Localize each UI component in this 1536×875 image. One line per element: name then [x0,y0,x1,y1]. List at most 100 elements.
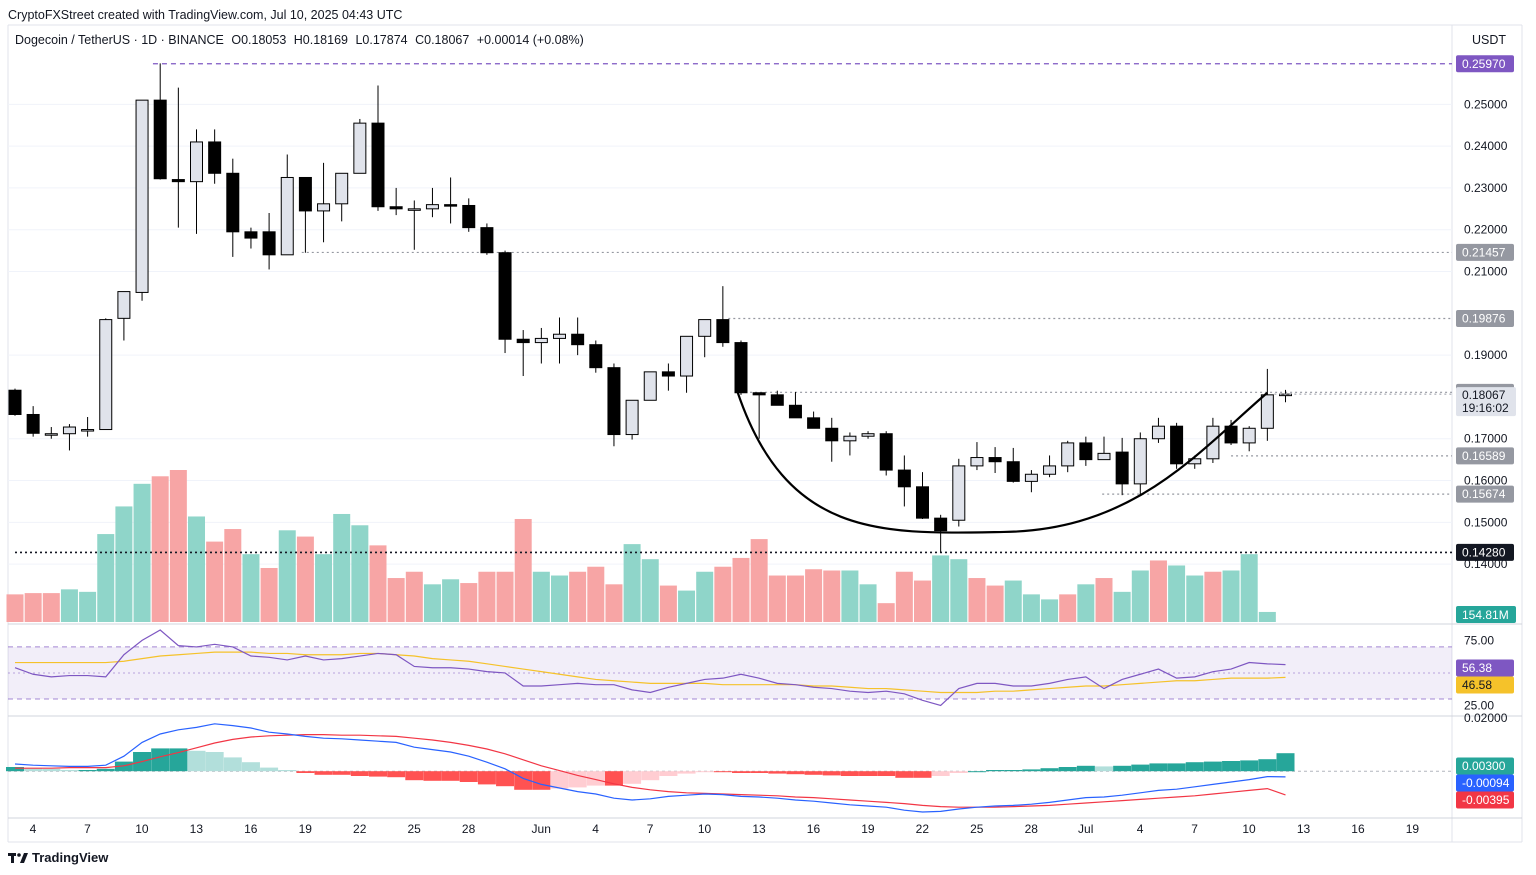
volume-bar [60,589,78,622]
macd-histogram-bar [1149,763,1168,772]
volume-bar [914,580,931,622]
legend-close: C0.18067 [415,33,470,47]
candle-body [625,399,639,436]
macd-signal-line [15,733,1286,808]
macd-histogram-bar [986,770,1005,772]
volume-bar [768,575,786,622]
volume-bar [224,529,242,622]
volume-bar [877,603,895,622]
candle-body [62,426,76,435]
time-tick-label: 10 [135,822,149,836]
brand-name: TradingView [32,850,109,865]
macd-histogram-bar [568,771,587,788]
macd-histogram-bar [169,748,188,772]
time-tick-label: 4 [592,822,599,836]
candle-body [1043,465,1057,475]
currency-label[interactable]: USDT [1471,33,1506,47]
candle-body [226,172,240,233]
price-tick-label: 0.23000 [1464,181,1508,195]
candle-body [99,319,113,431]
candle-body [916,486,929,519]
candle-body [44,433,58,436]
macd-histogram-bar [6,767,24,772]
volume-bar [514,518,532,622]
time-tick-label: 13 [752,822,766,836]
macd-histogram-bar [877,771,896,776]
volume-bar [423,584,441,622]
macd-histogram-bar [278,770,297,772]
volume-bar [623,544,641,622]
volume-bar [387,578,405,622]
macd-histogram-bar [713,771,732,773]
time-tick-label: 22 [353,822,367,836]
candle-body [1260,394,1274,429]
volume-bar [42,593,60,622]
candle-body [153,99,167,180]
macd-histogram-bar [369,771,387,777]
macd-histogram-bar [804,771,823,775]
volume-bar [115,506,133,622]
candle-body [425,204,439,210]
macd-signal-tag: -0.00395 [1462,793,1510,807]
macd-histogram-bar [695,771,714,773]
level-price-tag: 0.25970 [1462,57,1506,71]
price-tick-label: 0.17000 [1464,432,1508,446]
candle-body [444,204,458,207]
macd-histogram-bar [768,771,787,774]
volume-bar [786,575,804,622]
candle-body [698,319,712,337]
time-tick-label: 25 [407,822,421,836]
candle-body [897,469,911,488]
candle-body [516,338,530,344]
time-tick-label: 4 [30,822,37,836]
volume-bar [714,566,732,622]
time-tick-label: 7 [647,822,654,836]
candle-body [643,371,657,401]
candle-body [1079,442,1093,461]
volume-bar [188,516,205,622]
volume-bar [1077,584,1095,622]
macd-histogram-bar [1022,769,1041,772]
macd-histogram-bar [822,771,841,776]
price-tick-label: 0.22000 [1464,223,1508,237]
volume-bar [405,571,423,622]
time-tick-label: 16 [244,822,258,836]
candle-body [680,335,694,377]
volume-bar [968,578,986,622]
candle-body [843,435,857,442]
macd-histogram-bar [1076,765,1095,772]
candle-body [1061,442,1075,467]
macd-hist-tag: 0.00300 [1462,759,1506,773]
macd-histogram-bar [677,771,696,774]
volume-bar [805,569,823,622]
macd-histogram-bar [314,771,333,775]
legend-low: L0.17874 [355,33,408,47]
volume-bar [950,559,968,622]
symbol-legend[interactable]: Dogecoin / TetherUS · 1D · BINANCE O0.18… [15,33,588,47]
macd-histogram-bar [604,771,623,786]
macd-histogram-bar [859,771,878,776]
macd-histogram-bar [1185,762,1204,772]
volume-bar [296,536,314,622]
macd-histogram-bar [1113,765,1132,772]
level-price-tag-bg [1456,543,1514,561]
candle-body [335,172,349,205]
macd-histogram-bar [840,771,859,776]
macd-histogram-bar [786,771,805,775]
macd-histogram-bar [241,762,260,772]
candle-body [389,206,403,210]
candle-body [462,204,476,229]
macd-histogram-bar [1222,761,1241,772]
rsi-ma-line [15,651,1286,694]
time-tick-label: 28 [1025,822,1039,836]
price-tick-label: 0.15000 [1464,515,1508,529]
tradingview-brand[interactable]: TradingView [8,850,108,865]
legend-change: +0.00014 (+0.08%) [476,33,584,47]
macd-histogram-bar [332,771,351,775]
candle-body [81,429,95,432]
candle-body [861,433,875,437]
volume-bar [1258,611,1276,622]
macd-histogram-bar [1167,763,1186,772]
time-tick-label: 28 [462,822,476,836]
